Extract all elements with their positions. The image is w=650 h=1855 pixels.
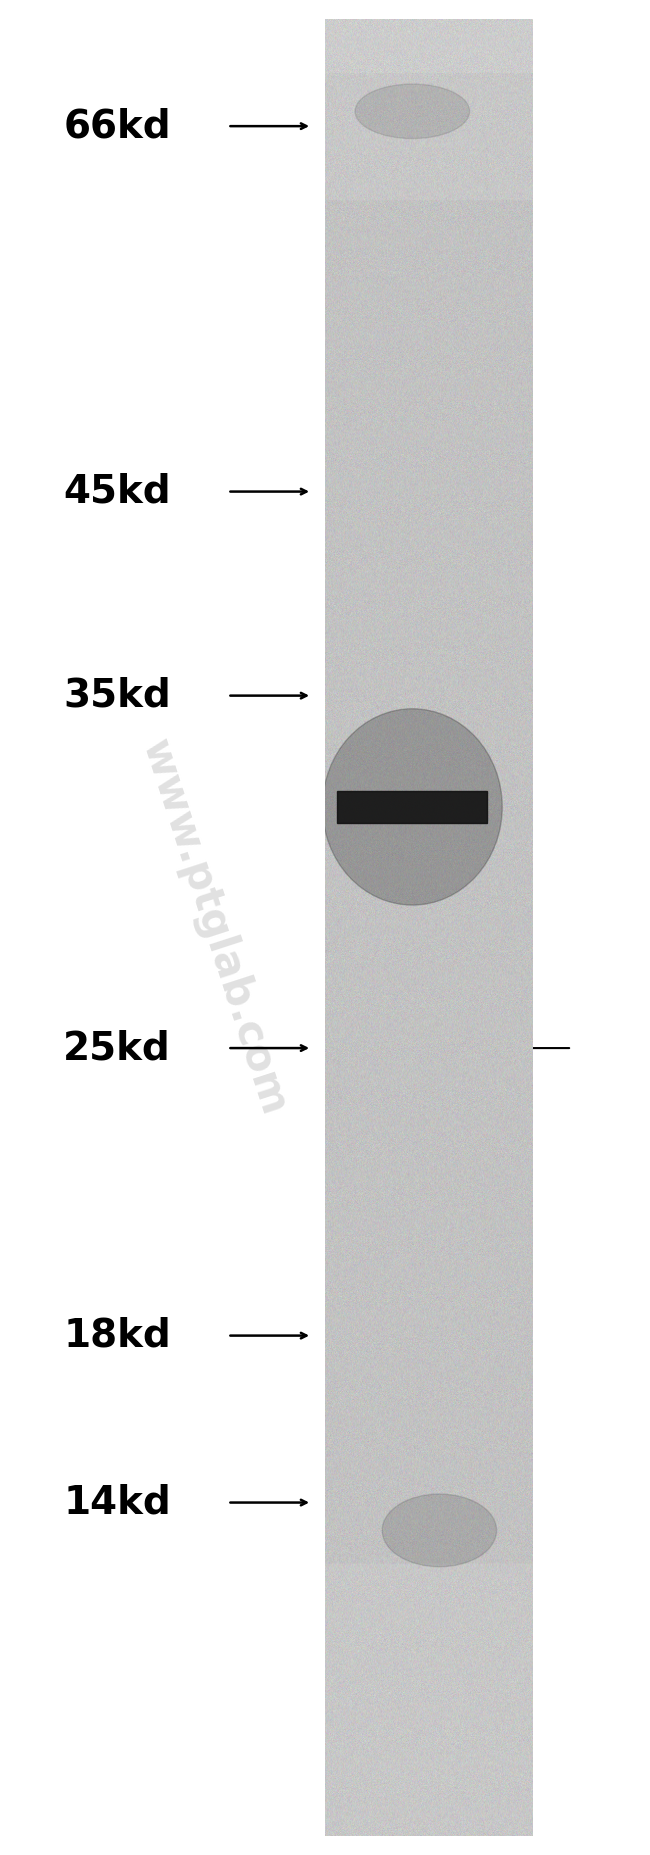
Text: 66kd: 66kd — [63, 108, 171, 145]
Bar — [337, 790, 488, 824]
Ellipse shape — [382, 1493, 497, 1567]
Text: www.ptglab.com: www.ptglab.com — [134, 735, 295, 1120]
Ellipse shape — [355, 83, 469, 139]
Text: 45kd: 45kd — [63, 473, 171, 510]
Text: 14kd: 14kd — [63, 1484, 171, 1521]
Text: 25kd: 25kd — [63, 1030, 171, 1067]
Text: 18kd: 18kd — [63, 1317, 171, 1354]
Text: 35kd: 35kd — [63, 677, 171, 714]
Ellipse shape — [322, 709, 502, 905]
